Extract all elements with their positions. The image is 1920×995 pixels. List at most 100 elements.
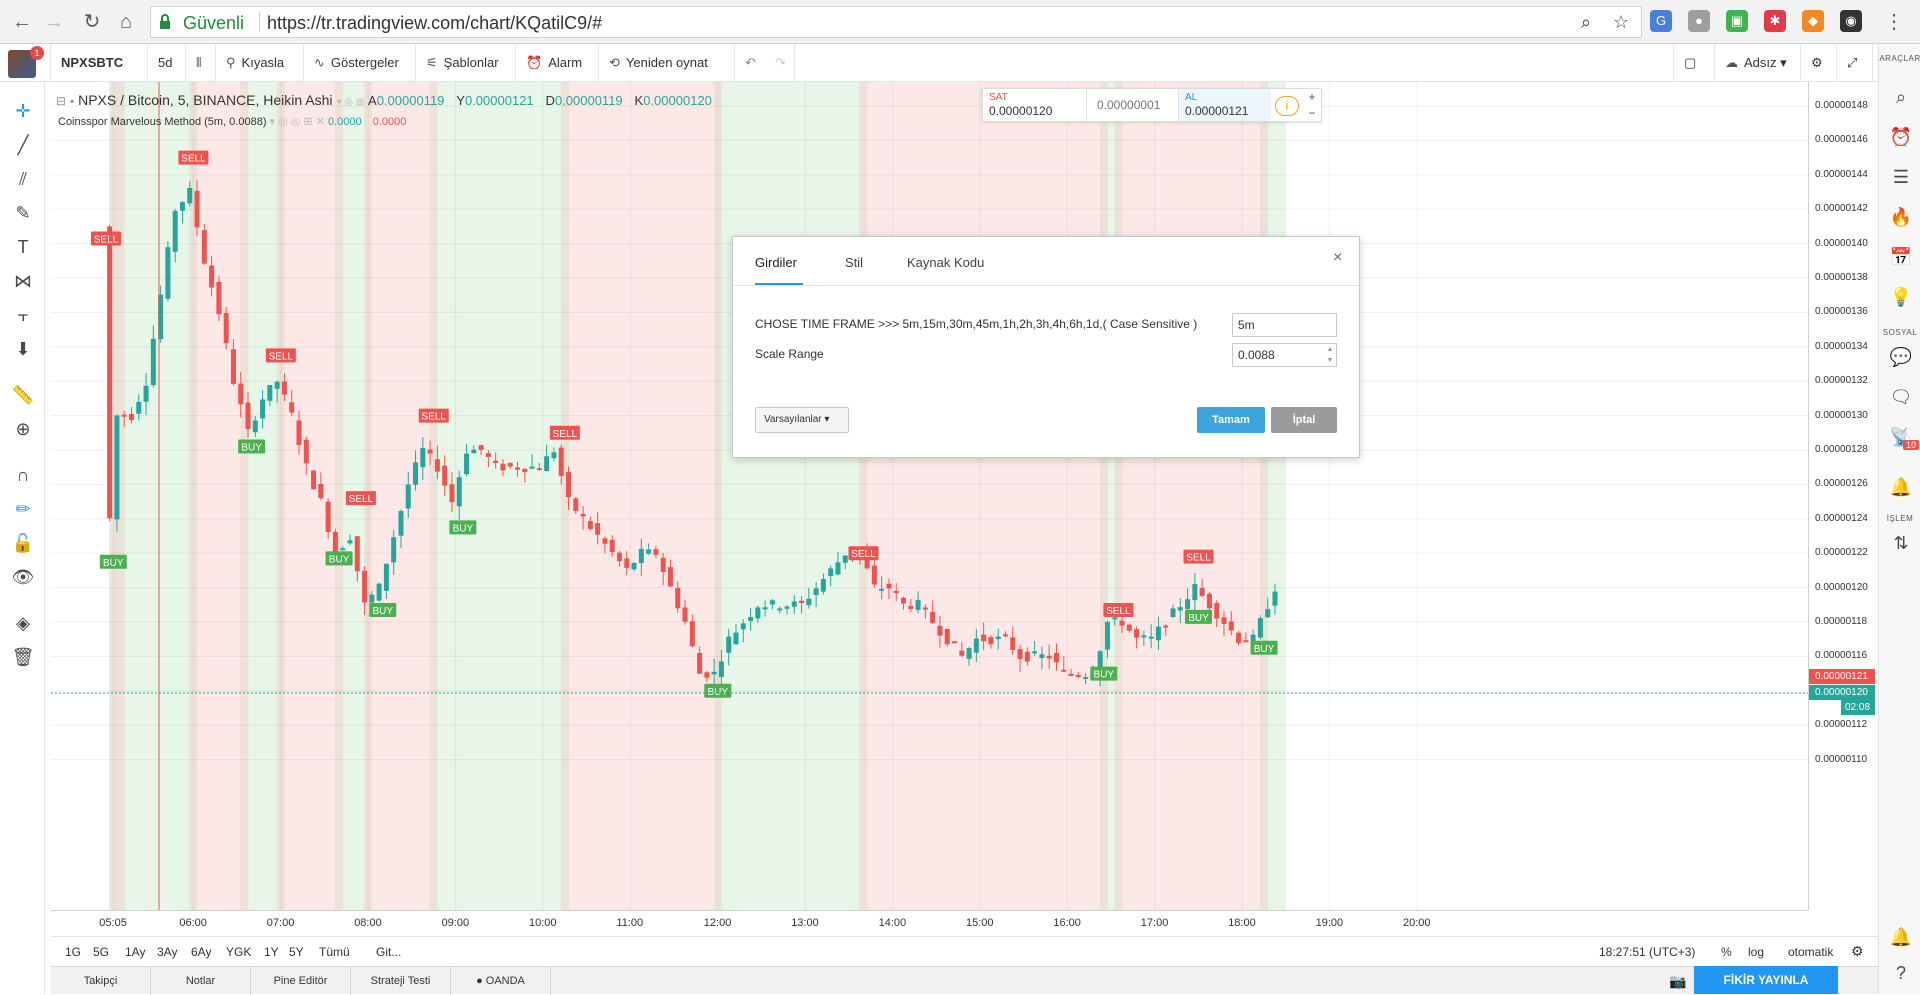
collapse-icon[interactable]: ⊟	[56, 94, 67, 108]
fullscreen-icon[interactable]: ⤢	[1837, 44, 1873, 82]
bell-bottom-icon[interactable]: 🔔	[1889, 927, 1913, 947]
tab-inputs[interactable]: Girdiler	[755, 255, 797, 270]
hotlist-flame-icon[interactable]: 🔥	[1889, 207, 1913, 227]
notifications-bell-icon[interactable]: 🔔	[1889, 477, 1913, 497]
lock-drawings-icon[interactable]: 🔓	[11, 533, 35, 553]
close-icon[interactable]: ×	[1333, 249, 1343, 266]
layout-icon[interactable]: ▢	[1673, 44, 1715, 82]
tab-oanda[interactable]: ● OANDA	[451, 967, 551, 995]
zoom-in-icon[interactable]: ⊕	[15, 419, 31, 439]
chat-icon[interactable]: 💬	[1889, 347, 1913, 367]
series-legend[interactable]: ⊟ ▪ NPXS / Bitcoin, 5, BINANCE, Heikin A…	[56, 92, 712, 108]
tab-style[interactable]: Stil	[845, 255, 864, 270]
percent-toggle[interactable]: %	[1721, 945, 1732, 959]
tab-source-code[interactable]: Kaynak Kodu	[907, 255, 985, 270]
tab-notes[interactable]: Notlar	[151, 967, 251, 995]
ideas-bulb-icon[interactable]: 💡	[1889, 287, 1913, 307]
axis-settings-gear-icon[interactable]: ⚙	[1851, 943, 1864, 959]
layers-icon[interactable]: ◈	[16, 613, 30, 633]
alerts-clock-icon[interactable]: ⏰	[1889, 127, 1913, 147]
compare-button[interactable]: ⚲ Kıyasla	[216, 44, 304, 82]
timeframe-input[interactable]: 5m	[1232, 313, 1337, 337]
candlestick-chart[interactable]: SELL BUY SELL BUY SELL BUY SELL BUY SELL BUY SELL B…	[51, 82, 1808, 910]
address-bar[interactable]: Güvenli https://tr.tradingview.com/chart…	[150, 6, 1642, 38]
time-axis[interactable]: 05:05 06:00 07:00 08:00 09:00 10:00 11:00 12:00…	[51, 910, 1808, 936]
defaults-dropdown[interactable]: Varsayılanlar ▾	[755, 407, 849, 433]
templates-button[interactable]: ⚟ Şablonlar	[416, 44, 516, 82]
scale-range-input[interactable]: 0.0088 ▲ ▼	[1232, 343, 1337, 367]
help-icon[interactable]: ?	[1895, 963, 1906, 983]
zoom-plus-minus-icon[interactable]: + −	[1308, 90, 1316, 120]
interval-selector[interactable]: 5d	[148, 44, 186, 82]
range-button-1ay[interactable]: 1Ay	[125, 945, 146, 959]
tab-strategy-tester[interactable]: Strateji Testi	[351, 967, 451, 995]
watchlist-search-icon[interactable]: ⌕	[1895, 87, 1907, 107]
translate-extension-icon[interactable]: G	[1650, 10, 1672, 32]
camera-icon[interactable]: 📷	[1669, 973, 1687, 989]
trading-panel-icon[interactable]: ⇅	[1893, 533, 1909, 553]
buy-button[interactable]: AL 0.00000121	[1179, 89, 1271, 121]
visibility-eye-icon[interactable]: 👁	[11, 567, 35, 587]
prediction-icon[interactable]: ⫟	[17, 305, 29, 325]
crosshair-icon[interactable]: ✛	[15, 101, 31, 121]
chart-pane[interactable]: SELL BUY SELL BUY SELL BUY SELL BUY SELL BUY SELL B…	[51, 82, 1808, 910]
save-layout-button[interactable]: ☁ Adsız ▾	[1715, 44, 1801, 82]
tab-followers[interactable]: Takipçi	[51, 967, 151, 995]
goto-button[interactable]: Git...	[376, 945, 402, 959]
range-button-6ay[interactable]: 6Ay	[191, 945, 212, 959]
back-icon[interactable]: ←	[12, 11, 32, 33]
undo-icon[interactable]: ↶	[745, 55, 756, 70]
alarm-button[interactable]: ⏰ Alarm	[516, 44, 599, 82]
range-button-5g[interactable]: 5G	[93, 945, 110, 959]
auto-toggle[interactable]: otomatik	[1788, 945, 1834, 959]
bookmark-star-icon[interactable]: ☆	[1613, 12, 1630, 32]
sell-button[interactable]: SAT 0.00000120	[983, 89, 1087, 121]
browser-menu-icon[interactable]: ⋮	[1884, 11, 1904, 33]
trend-line-icon[interactable]: ╱	[17, 135, 29, 155]
ruler-icon[interactable]: 📏	[11, 385, 35, 405]
magnet-icon[interactable]: ∩	[16, 465, 30, 485]
cancel-button[interactable]: İptal	[1271, 407, 1337, 433]
pitchfork-icon[interactable]: ⫽	[18, 169, 28, 189]
trash-icon[interactable]: 🗑	[11, 647, 35, 667]
replay-button[interactable]: ⟲ Yeniden oynat	[599, 44, 735, 82]
home-icon[interactable]: ⌂	[119, 11, 133, 33]
publish-idea-button[interactable]: FİKİR YAYINLA	[1694, 966, 1838, 994]
range-button-ygk[interactable]: YGK	[226, 945, 252, 959]
url-text[interactable]: https://tr.tradingview.com/chart/KQatilC…	[267, 13, 602, 34]
forward-icon[interactable]: →	[44, 11, 64, 33]
private-chat-icon[interactable]: 🗨	[1889, 387, 1913, 407]
range-button-1g[interactable]: 1G	[65, 945, 82, 959]
extension-gray-icon[interactable]: ●	[1688, 10, 1710, 32]
range-button-tümü[interactable]: Tümü	[319, 945, 350, 959]
tab-pine-editor[interactable]: Pine Editör	[251, 967, 351, 995]
text-tool-icon[interactable]: T	[17, 237, 29, 257]
indicator-legend[interactable]: Coinsspor Marvelous Method (5m, 0.0088) …	[58, 115, 406, 128]
info-icon[interactable]: i	[1275, 96, 1299, 116]
pattern-icon[interactable]: ⋈	[14, 271, 32, 291]
calendar-icon[interactable]: 📅	[1889, 247, 1913, 267]
range-button-1y[interactable]: 1Y	[264, 945, 279, 959]
star-extension-icon[interactable]: ✱	[1764, 10, 1786, 32]
legend-menu-icon[interactable]: ▾ ◎ ⊞	[336, 97, 365, 108]
symbol-selector[interactable]: NPXSBTC	[50, 44, 148, 82]
redo-icon[interactable]: ↷	[765, 44, 795, 82]
indicator-menu-icon[interactable]: ▾ ◎ ◎ ⊞ ✕	[269, 116, 328, 128]
stepper-icon[interactable]: ▲ ▼	[1326, 346, 1334, 364]
settings-gear-icon[interactable]: ⚙	[1801, 44, 1837, 82]
price-axis[interactable]: 0.00000148 0.00000146 0.00000144 0.00000142…	[1808, 82, 1878, 910]
stay-drawing-icon[interactable]: ✏	[15, 499, 31, 519]
log-toggle[interactable]: log	[1748, 945, 1765, 959]
brush-icon[interactable]: ✎	[15, 203, 31, 223]
eye-extension-icon[interactable]: ◉	[1840, 10, 1862, 32]
arrow-down-icon[interactable]: ⬇	[15, 339, 31, 359]
range-button-3ay[interactable]: 3Ay	[157, 945, 178, 959]
zoom-icon[interactable]: ⌕	[1581, 12, 1592, 32]
tv-extension-icon[interactable]: ▣	[1726, 10, 1748, 32]
reload-icon[interactable]: ↻	[83, 11, 101, 33]
ok-button[interactable]: Tamam	[1197, 407, 1265, 433]
clock[interactable]: 18:27:51 (UTC+3)	[1599, 945, 1696, 959]
indicators-button[interactable]: ∿ Göstergeler	[304, 44, 416, 82]
data-window-icon[interactable]: ☰	[1892, 167, 1910, 187]
fox-extension-icon[interactable]: ◆	[1802, 10, 1824, 32]
